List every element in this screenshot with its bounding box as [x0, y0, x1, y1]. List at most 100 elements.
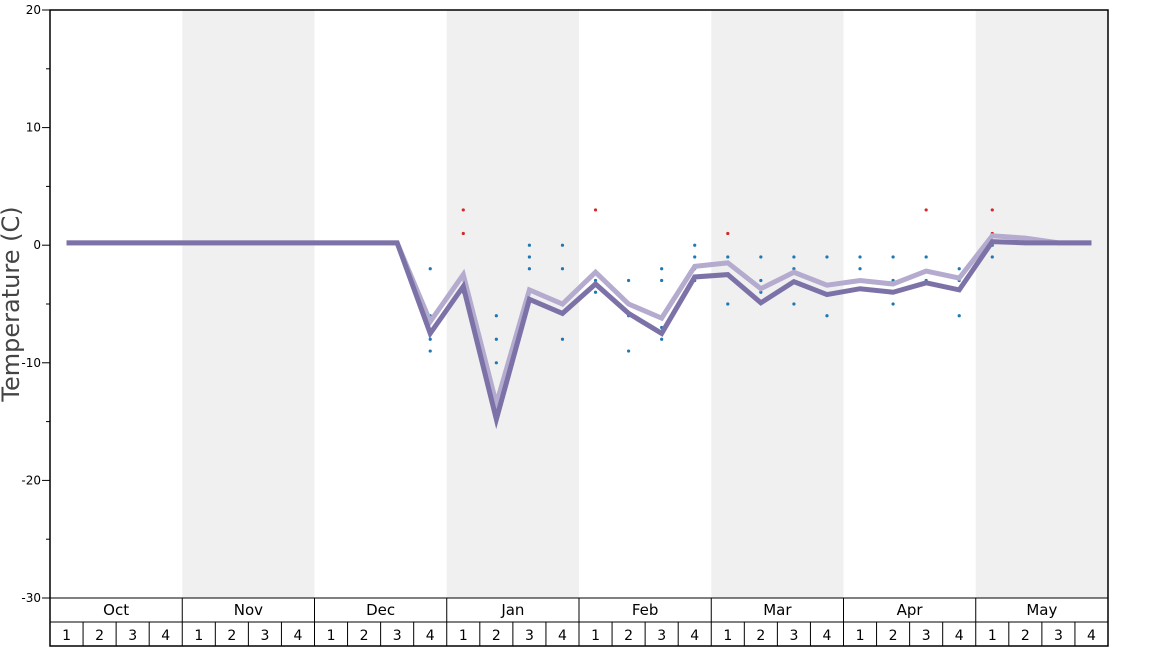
week-label: 2: [360, 628, 369, 644]
data-point-warm: [593, 208, 598, 212]
month-label: Mar: [763, 601, 792, 619]
week-label: 3: [128, 628, 137, 644]
month-label: Jan: [500, 601, 524, 619]
y-tick-label: 10: [26, 121, 41, 135]
week-label: 2: [756, 628, 765, 644]
data-point: [726, 302, 730, 306]
data-point: [428, 349, 432, 353]
data-point: [792, 267, 796, 271]
data-point-warm: [461, 208, 465, 212]
week-label: 3: [393, 628, 402, 644]
data-point: [593, 290, 598, 294]
data-point: [759, 290, 763, 294]
data-point-warm: [461, 231, 465, 236]
x-axis: Oct 1 2 3 4 Nov 1 2 3 4 Dec 1 2 3 4 Jan 1 2 3 4 Feb 1 2 3 4 Mar 1 2…: [50, 597, 1108, 646]
data-point: [858, 255, 862, 259]
data-point: [494, 361, 498, 365]
week-label: 4: [955, 628, 964, 644]
week-label: 4: [690, 628, 699, 644]
data-point: [494, 314, 498, 318]
week-label: 1: [194, 628, 203, 644]
week-label: 4: [161, 628, 170, 644]
month-band-feb: [579, 10, 712, 598]
data-point: [759, 255, 763, 259]
week-label: 3: [1054, 628, 1063, 644]
data-point: [527, 243, 532, 247]
week-label: 3: [657, 628, 666, 644]
month-band-nov: [182, 10, 315, 598]
month-label: Feb: [632, 601, 659, 619]
data-point: [660, 278, 664, 283]
data-point: [726, 255, 730, 259]
data-point-warm: [924, 208, 928, 212]
month-label: Nov: [234, 601, 263, 619]
week-label: 2: [889, 628, 898, 644]
month-label: May: [1026, 601, 1057, 619]
data-point: [957, 267, 961, 271]
y-axis: 20 10 0 -10 -20 -30: [21, 3, 50, 605]
week-label: 3: [260, 628, 269, 644]
month-band-mar: [711, 10, 844, 598]
week-label: 1: [459, 628, 468, 644]
data-point: [957, 314, 961, 318]
data-point: [527, 267, 532, 271]
y-tick-label: -30: [21, 591, 41, 605]
data-point: [626, 278, 631, 283]
week-label: 1: [327, 628, 336, 644]
data-point: [825, 255, 829, 259]
week-label: 4: [558, 628, 567, 644]
week-label: 4: [426, 628, 435, 644]
week-label: 2: [492, 628, 501, 644]
data-point: [494, 337, 498, 341]
data-point: [693, 243, 697, 247]
data-point: [428, 337, 432, 341]
y-tick-label: -10: [21, 356, 41, 370]
data-point: [759, 278, 763, 283]
week-label: 2: [624, 628, 633, 644]
month-bands: [50, 10, 1108, 598]
data-point: [560, 243, 565, 247]
week-label: 2: [1021, 628, 1030, 644]
data-point: [527, 255, 532, 259]
data-point: [924, 255, 928, 259]
data-point: [428, 267, 432, 271]
data-point: [990, 255, 994, 259]
week-label: 1: [723, 628, 732, 644]
data-point: [693, 255, 697, 259]
data-point: [792, 255, 796, 259]
month-band-oct: [50, 10, 183, 598]
week-label: 1: [591, 628, 600, 644]
week-label: 4: [294, 628, 303, 644]
data-point: [858, 267, 862, 271]
data-point: [660, 267, 664, 271]
y-axis-label: Temperature (C): [0, 206, 25, 402]
week-label: 4: [1087, 628, 1096, 644]
week-label: 2: [95, 628, 104, 644]
data-point: [660, 337, 664, 341]
week-label: 4: [823, 628, 832, 644]
week-label: 3: [525, 628, 534, 644]
month-band-may: [975, 10, 1108, 598]
month-band-dec: [314, 10, 447, 598]
month-label: Oct: [103, 601, 129, 619]
week-label: 1: [988, 628, 997, 644]
week-label: 3: [922, 628, 931, 644]
week-label: 1: [62, 628, 71, 644]
data-point: [626, 349, 631, 353]
month-band-apr: [843, 10, 976, 598]
data-point: [825, 314, 829, 318]
data-point: [593, 278, 598, 283]
y-tick-label: -20: [21, 473, 41, 487]
data-point-warm: [726, 231, 730, 236]
data-point: [891, 255, 895, 259]
week-label: 2: [227, 628, 236, 644]
y-tick-label: 20: [26, 3, 41, 17]
data-point: [891, 302, 895, 306]
month-label: Dec: [366, 601, 395, 619]
week-label: 3: [789, 628, 798, 644]
data-point-warm: [990, 208, 994, 212]
data-point: [560, 337, 565, 341]
week-label: 1: [856, 628, 865, 644]
